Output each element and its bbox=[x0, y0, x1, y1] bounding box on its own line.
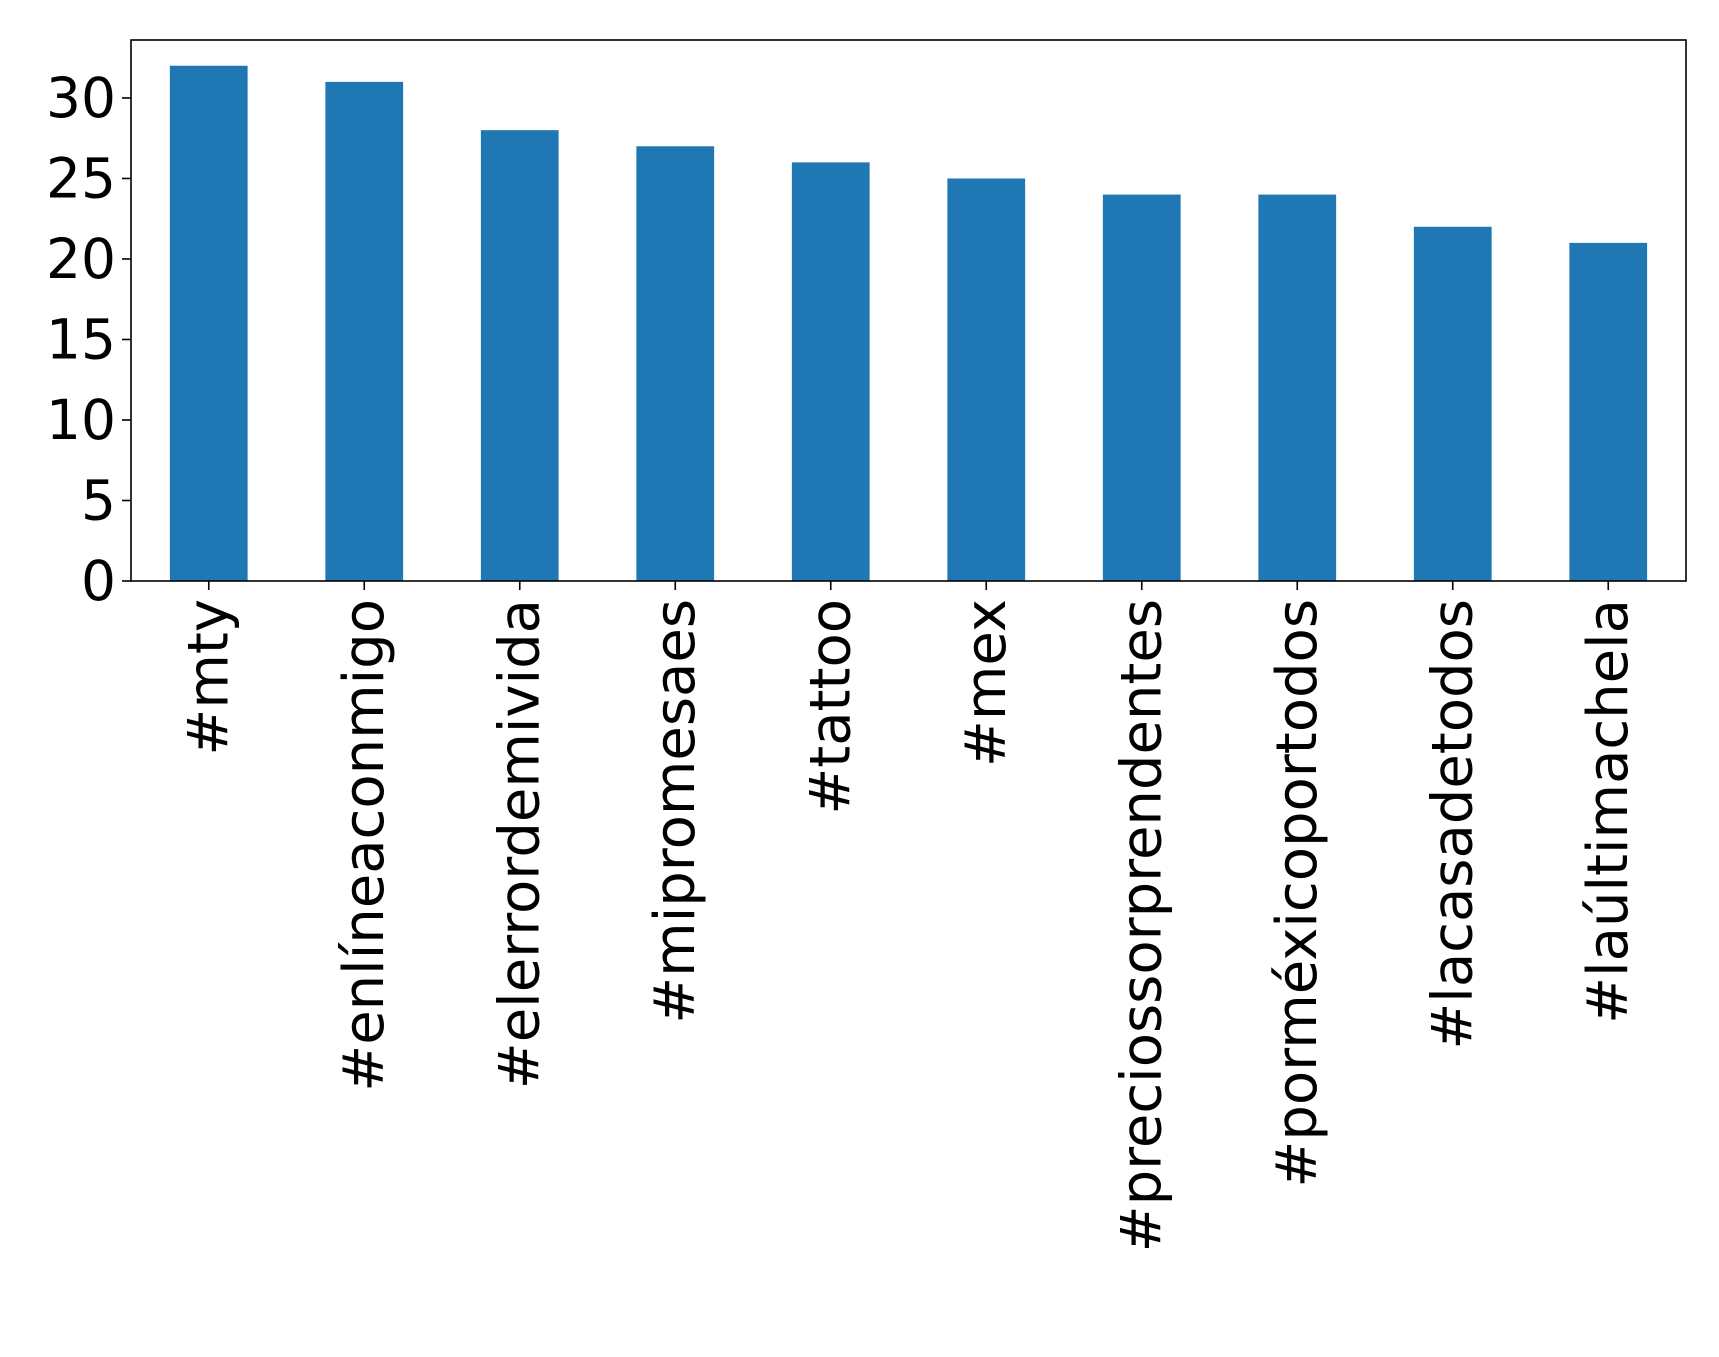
y-tick-label-0: 0 bbox=[81, 549, 116, 613]
y-axis: 0 5 10 15 20 25 30 bbox=[46, 66, 131, 613]
x-axis: #mty #enlíneaconmigo #elerrordemivida #mipr… bbox=[176, 581, 1641, 1252]
x-tick-label-9: #laúltimachela bbox=[1576, 599, 1641, 1024]
bar-4 bbox=[791, 162, 870, 581]
y-tick-label-3: 15 bbox=[46, 307, 116, 371]
x-tick-label-2: #elerrordemivida bbox=[487, 599, 552, 1089]
y-tick-label-5: 25 bbox=[46, 146, 116, 210]
x-tick-label-4: #tattoo bbox=[798, 599, 863, 815]
x-tick-label-7: #porméxicoportodos bbox=[1265, 599, 1330, 1188]
bars-layer bbox=[169, 65, 1648, 582]
bar-7 bbox=[1258, 194, 1337, 582]
bar-3 bbox=[636, 146, 715, 581]
bar-6 bbox=[1102, 194, 1181, 582]
y-tick-label-1: 5 bbox=[81, 468, 116, 532]
x-tick-label-5: #mex bbox=[954, 599, 1019, 767]
y-tick-label-2: 10 bbox=[46, 388, 116, 452]
bar-8 bbox=[1413, 226, 1492, 581]
x-tick-label-3: #mipromesaes bbox=[643, 599, 708, 1024]
x-tick-label-0: #mty bbox=[176, 599, 241, 756]
bar-9 bbox=[1569, 242, 1648, 581]
y-tick-label-4: 20 bbox=[46, 227, 116, 291]
x-tick-label-8: #lacasadetodos bbox=[1420, 599, 1485, 1050]
bar-5 bbox=[947, 178, 1026, 581]
bar-0 bbox=[169, 65, 248, 581]
bar-2 bbox=[480, 130, 559, 581]
x-tick-label-1: #enlíneaconmigo bbox=[332, 599, 397, 1092]
x-tick-label-6: #preciossorprendentes bbox=[1109, 599, 1174, 1252]
plot-frame bbox=[130, 39, 1687, 582]
bar-1 bbox=[325, 81, 404, 581]
y-tick-label-6: 30 bbox=[46, 66, 116, 130]
